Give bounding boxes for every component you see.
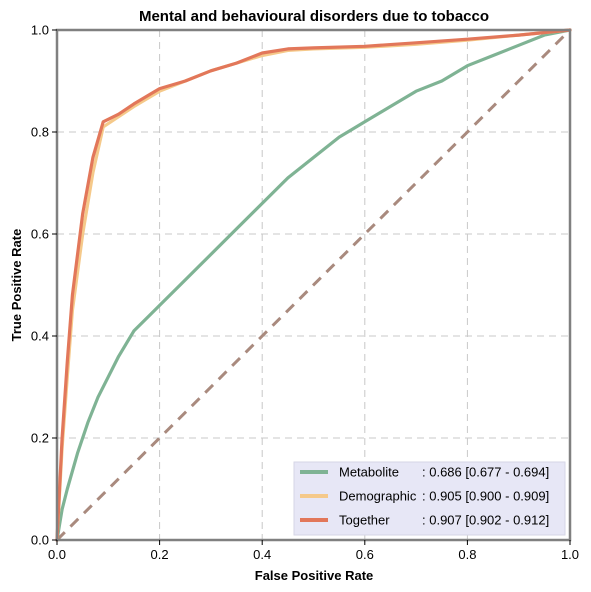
legend-auc-together: : 0.907 [0.902 - 0.912] xyxy=(422,513,549,528)
y-tick-label: 0.4 xyxy=(31,329,49,344)
plot-frame xyxy=(55,28,572,542)
legend: Metabolite : 0.686 [0.677 - 0.694] Demogra… xyxy=(293,461,566,536)
x-tick-label: 0.4 xyxy=(253,547,271,562)
legend-name-together: Together xyxy=(339,513,390,528)
x-axis-label: False Positive Rate xyxy=(255,568,374,583)
y-tick-label: 0.2 xyxy=(31,431,49,446)
series-line-together xyxy=(55,28,572,542)
y-axis-label: True Positive Rate xyxy=(9,229,24,342)
legend-name-metabolite: Metabolite xyxy=(339,465,399,480)
x-tick-label: 0.0 xyxy=(48,547,66,562)
x-tick-label: 1.0 xyxy=(561,547,579,562)
grid-lines xyxy=(57,30,570,540)
y-tick-label: 1.0 xyxy=(31,23,49,38)
y-tick-label: 0.0 xyxy=(31,533,49,548)
y-tick-label: 0.8 xyxy=(31,125,49,140)
legend-auc-demographic: : 0.905 [0.900 - 0.909] xyxy=(422,489,549,504)
plot-area xyxy=(55,28,572,542)
legend-box xyxy=(293,461,566,536)
legend-auc-metabolite: : 0.686 [0.677 - 0.694] xyxy=(422,465,549,480)
y-tick-label: 0.6 xyxy=(31,227,49,242)
reference-diagonal-line xyxy=(55,28,572,542)
x-tick-label: 0.8 xyxy=(458,547,476,562)
x-tick-label: 0.6 xyxy=(356,547,374,562)
series-line-metabolite xyxy=(55,28,572,542)
legend-name-demographic: Demographic xyxy=(339,489,417,504)
x-tick-label: 0.2 xyxy=(151,547,169,562)
chart-title: Mental and behavioural disorders due to … xyxy=(139,8,489,25)
axis-ticks: 0.0 0.2 0.4 0.6 0.8 1.0 0.0 0.2 0.4 0.6 0.8 1.0 xyxy=(31,23,579,563)
